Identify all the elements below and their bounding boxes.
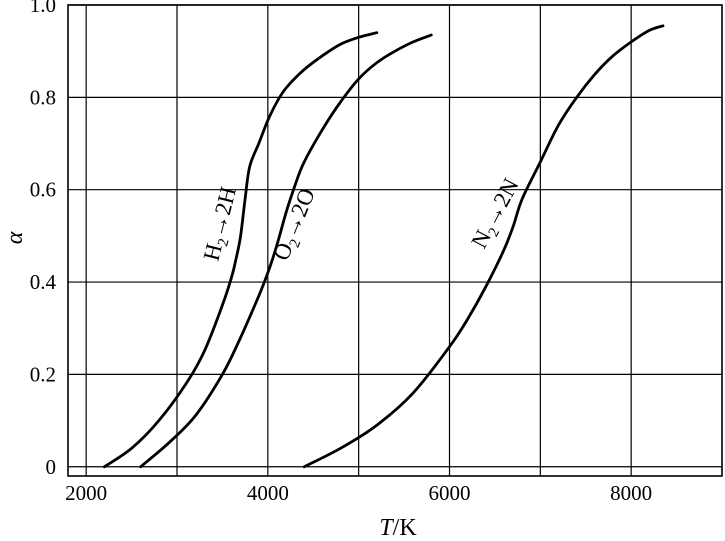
curves: [102, 24, 665, 469]
series-line-1: [139, 33, 433, 469]
y-tick-label: 0: [46, 455, 57, 479]
tick-labels: 2000 4000 6000 8000 0 0.2 0.4 0.6 0.8 1.0: [30, 0, 652, 505]
annotation-h2-base: H: [199, 241, 227, 263]
y-tick-label: 0.6: [30, 178, 56, 202]
y-tick-label: 1.0: [30, 0, 56, 17]
annotation-h2-sub: 2: [215, 237, 232, 248]
x-tick-label: 2000: [65, 481, 107, 505]
x-axis-label-var: T: [379, 515, 394, 541]
x-tick-label: 4000: [247, 481, 289, 505]
annotation-h2-product: 2H: [210, 184, 241, 217]
x-tick-label: 6000: [429, 481, 471, 505]
y-axis-label: α: [2, 231, 28, 244]
series-line-2: [302, 24, 665, 469]
y-tick-label: 0.8: [30, 85, 56, 109]
y-tick-label: 0.2: [30, 362, 56, 386]
annotation-h2: H2→2H: [199, 184, 245, 264]
grid: [68, 4, 722, 476]
x-axis-label: T/K: [379, 515, 417, 541]
series-line-0: [102, 31, 379, 469]
annotation-o2: O2→2O: [268, 185, 323, 266]
x-axis-label-unit: /K: [393, 515, 418, 541]
y-tick-label: 0.4: [30, 270, 57, 294]
x-tick-label: 8000: [610, 481, 652, 505]
plot-frame: [67, 4, 723, 477]
